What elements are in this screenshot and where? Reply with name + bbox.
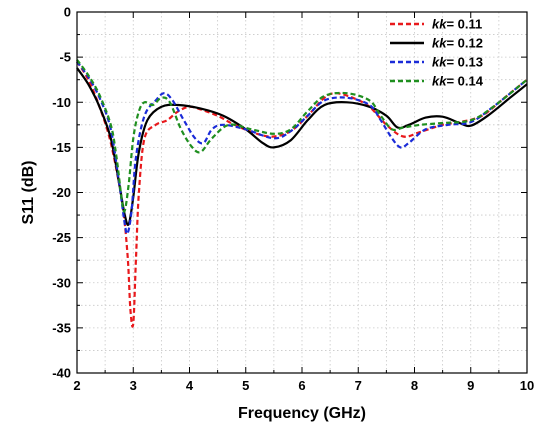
x-tick-label: 10 (520, 378, 534, 393)
x-tick-label: 8 (411, 378, 418, 393)
legend-label-3: kk= 0.13 (432, 55, 483, 70)
legend-variable: kk (432, 55, 447, 70)
x-tick-label: 5 (242, 378, 249, 393)
y-tick-label: -40 (52, 366, 71, 381)
y-axis-title: S11 (dB) (20, 160, 37, 224)
legend-variable: kk (432, 17, 447, 32)
legend-value: = 0.11 (446, 17, 482, 32)
x-axis-title: Frequency (GHz) (238, 405, 366, 422)
y-tick-label: -15 (52, 140, 71, 155)
legend-value: = 0.13 (446, 55, 483, 70)
series-line-4 (76, 59, 528, 213)
plot-lines (76, 59, 528, 328)
legend-label-2: kk= 0.12 (432, 36, 483, 51)
legend-value: = 0.14 (446, 74, 483, 89)
x-tick-label: 9 (467, 378, 474, 393)
legend-label-1: kk= 0.11 (432, 17, 482, 32)
y-tick-label: -25 (52, 230, 71, 245)
legend-variable: kk (432, 36, 447, 51)
y-tick-label: -20 (52, 185, 71, 200)
series-line-2 (76, 67, 528, 227)
x-tick-label: 6 (298, 378, 305, 393)
legend-label-4: kk= 0.14 (432, 74, 484, 89)
axis-ticks: 2 3 4 5 6 7 8 9 10 0 -5 -10 -15 -20 -25 -30 -35 -40 (52, 5, 534, 394)
y-tick-label: -30 (52, 275, 71, 290)
x-tick-label: 2 (73, 378, 80, 393)
y-tick-label: -5 (59, 50, 71, 65)
series-line-3 (76, 60, 528, 235)
grid (77, 12, 527, 373)
y-tick-label: -35 (52, 320, 71, 335)
y-tick-label: -10 (52, 95, 71, 110)
legend-variable: kk (432, 74, 447, 89)
series-line-1 (76, 61, 528, 328)
x-tick-label: 4 (186, 378, 194, 393)
x-tick-label: 3 (130, 378, 137, 393)
y-tick-label: 0 (64, 5, 71, 20)
x-tick-label: 7 (355, 378, 362, 393)
legend-value: = 0.12 (446, 36, 483, 51)
